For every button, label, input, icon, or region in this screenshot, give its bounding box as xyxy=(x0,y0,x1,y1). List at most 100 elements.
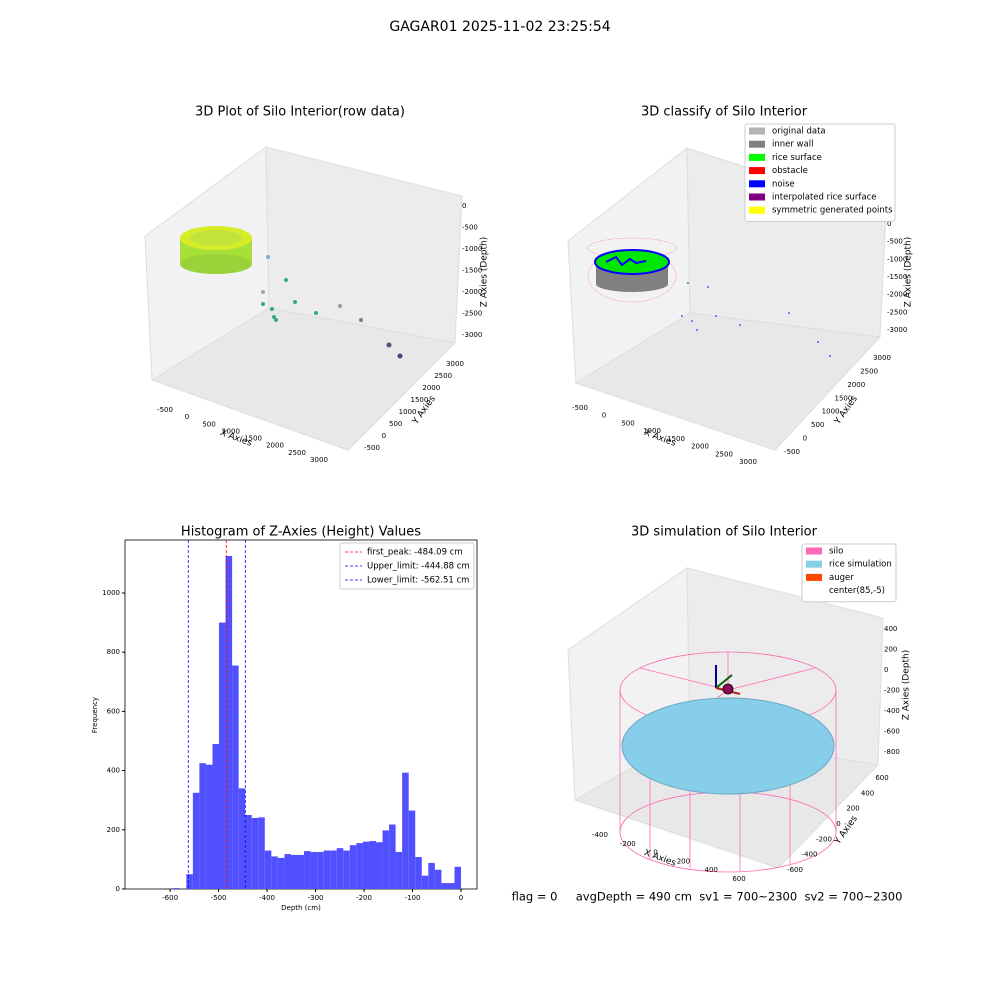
z-tick-label: -2500 xyxy=(462,310,482,318)
bar xyxy=(447,883,455,889)
legend-label: inner wall xyxy=(772,140,813,150)
y-axis-label: Frequency xyxy=(91,697,99,733)
z-tick-label: -800 xyxy=(884,748,900,756)
x-tick-label: -200 xyxy=(356,894,372,902)
rice-surface xyxy=(621,665,835,795)
bar xyxy=(441,883,448,889)
bar xyxy=(271,856,278,889)
x-tick-label: -500 xyxy=(157,406,173,414)
legend-swatch xyxy=(749,140,765,148)
y-tick-label: 0 xyxy=(116,885,120,893)
y-tick-label: 2500 xyxy=(860,367,878,375)
legend-label: symmetric generated points xyxy=(772,206,893,216)
y-tick-label: 600 xyxy=(875,774,888,782)
y-tick-label: 200 xyxy=(846,805,859,813)
z-tick-label: 400 xyxy=(884,625,897,633)
bar xyxy=(376,842,383,889)
bar xyxy=(402,772,409,889)
z-tick-label: -500 xyxy=(887,238,903,246)
legend-swatch xyxy=(806,573,822,581)
x-tick-label: 2000 xyxy=(266,442,284,450)
y-tick-label: 1500 xyxy=(835,394,853,402)
x-tick-label: 2000 xyxy=(691,443,709,451)
x-tick-label: 2500 xyxy=(715,450,733,458)
legend-label: auger xyxy=(829,573,854,583)
y-tick-label: 500 xyxy=(389,420,402,428)
bar xyxy=(304,851,311,889)
y-tick-label: 0 xyxy=(803,435,807,443)
bar xyxy=(369,841,377,889)
z-tick-label: -1500 xyxy=(887,273,907,281)
y-tick-label: 2000 xyxy=(847,381,865,389)
legend-box xyxy=(744,123,896,222)
bar xyxy=(238,788,246,889)
legend-label: Lower_limit: -562.51 cm xyxy=(367,576,469,586)
x-tick-label: 400 xyxy=(705,866,718,874)
x-tick-label: -600 xyxy=(162,894,178,902)
legend-swatch xyxy=(806,547,822,555)
x-tick-label: 3000 xyxy=(310,456,328,464)
y-tick-label: 1000 xyxy=(102,589,120,597)
z-tick-label: -2000 xyxy=(462,288,482,296)
x-tick-label: -300 xyxy=(308,894,324,902)
bar xyxy=(186,874,193,889)
legend-label: silo xyxy=(829,547,843,557)
z-tick-label: -400 xyxy=(884,707,900,715)
y-tick-label: 1000 xyxy=(822,408,840,416)
x-tick-label: 500 xyxy=(621,419,634,427)
x-tick-label: 3000 xyxy=(739,458,757,466)
z-tick-label: -2000 xyxy=(887,291,907,299)
y-tick-label: 1000 xyxy=(399,408,417,416)
z-tick-label: -1000 xyxy=(462,245,482,253)
legend-swatch xyxy=(749,206,765,214)
y-tick-label: -200 xyxy=(816,835,832,843)
bar xyxy=(408,810,416,889)
x-tick-label: 0 xyxy=(602,412,606,420)
bar xyxy=(349,845,357,889)
legend-label: obstacle xyxy=(772,166,808,176)
x-tick-label: -200 xyxy=(620,840,636,848)
y-tick-label: 500 xyxy=(811,421,824,429)
bar xyxy=(297,854,305,889)
chart-title: 3D simulation of Silo Interior xyxy=(631,525,818,540)
figure-title: GAGAR01 2025-11-02 23:25:54 xyxy=(389,19,610,35)
bar xyxy=(330,850,337,889)
chart-title: Histogram of Z-Axies (Height) Values xyxy=(181,525,421,540)
z-tick-label: -1500 xyxy=(462,267,482,275)
y-tick-label: 2000 xyxy=(422,384,440,392)
legend-swatch xyxy=(806,587,822,595)
y-tick-label: -400 xyxy=(802,851,818,859)
bar xyxy=(343,850,350,889)
x-tick-label: -500 xyxy=(572,404,588,412)
bar xyxy=(310,851,318,889)
chart-title: 3D Plot of Silo Interior(row data) xyxy=(195,105,405,120)
bar xyxy=(421,875,429,889)
bar xyxy=(212,743,220,889)
x-tick-label: -400 xyxy=(259,894,275,902)
z-tick-label: -1000 xyxy=(887,255,907,263)
y-tick-label: 3000 xyxy=(446,360,464,368)
bar xyxy=(232,665,239,889)
x-tick-label: 500 xyxy=(202,420,215,428)
legend-label: interpolated rice surface xyxy=(772,193,877,203)
y-tick-label: 600 xyxy=(107,707,120,715)
y-tick-label: -500 xyxy=(784,448,800,456)
y-tick-label: 400 xyxy=(861,789,874,797)
z-tick-label: 0 xyxy=(887,220,891,228)
bar xyxy=(277,857,285,889)
bar xyxy=(434,869,442,889)
z-axis-label: Z Axies (Depth) xyxy=(904,237,914,308)
z-tick-label: 0 xyxy=(884,666,888,674)
x-tick-label: 600 xyxy=(732,875,745,883)
x-tick-label: 1500 xyxy=(244,435,262,443)
bar xyxy=(382,830,390,889)
x-tick-label: 0 xyxy=(459,894,463,902)
legend-label: first_peak: -484.09 cm xyxy=(367,548,463,558)
z-axis-label: Z Axies (Depth) xyxy=(480,237,490,308)
legend-swatch xyxy=(749,193,765,201)
x-tick-label: 0 xyxy=(185,413,189,421)
y-tick-label: -500 xyxy=(364,444,380,452)
legend-swatch xyxy=(749,167,765,175)
bar xyxy=(199,763,206,889)
